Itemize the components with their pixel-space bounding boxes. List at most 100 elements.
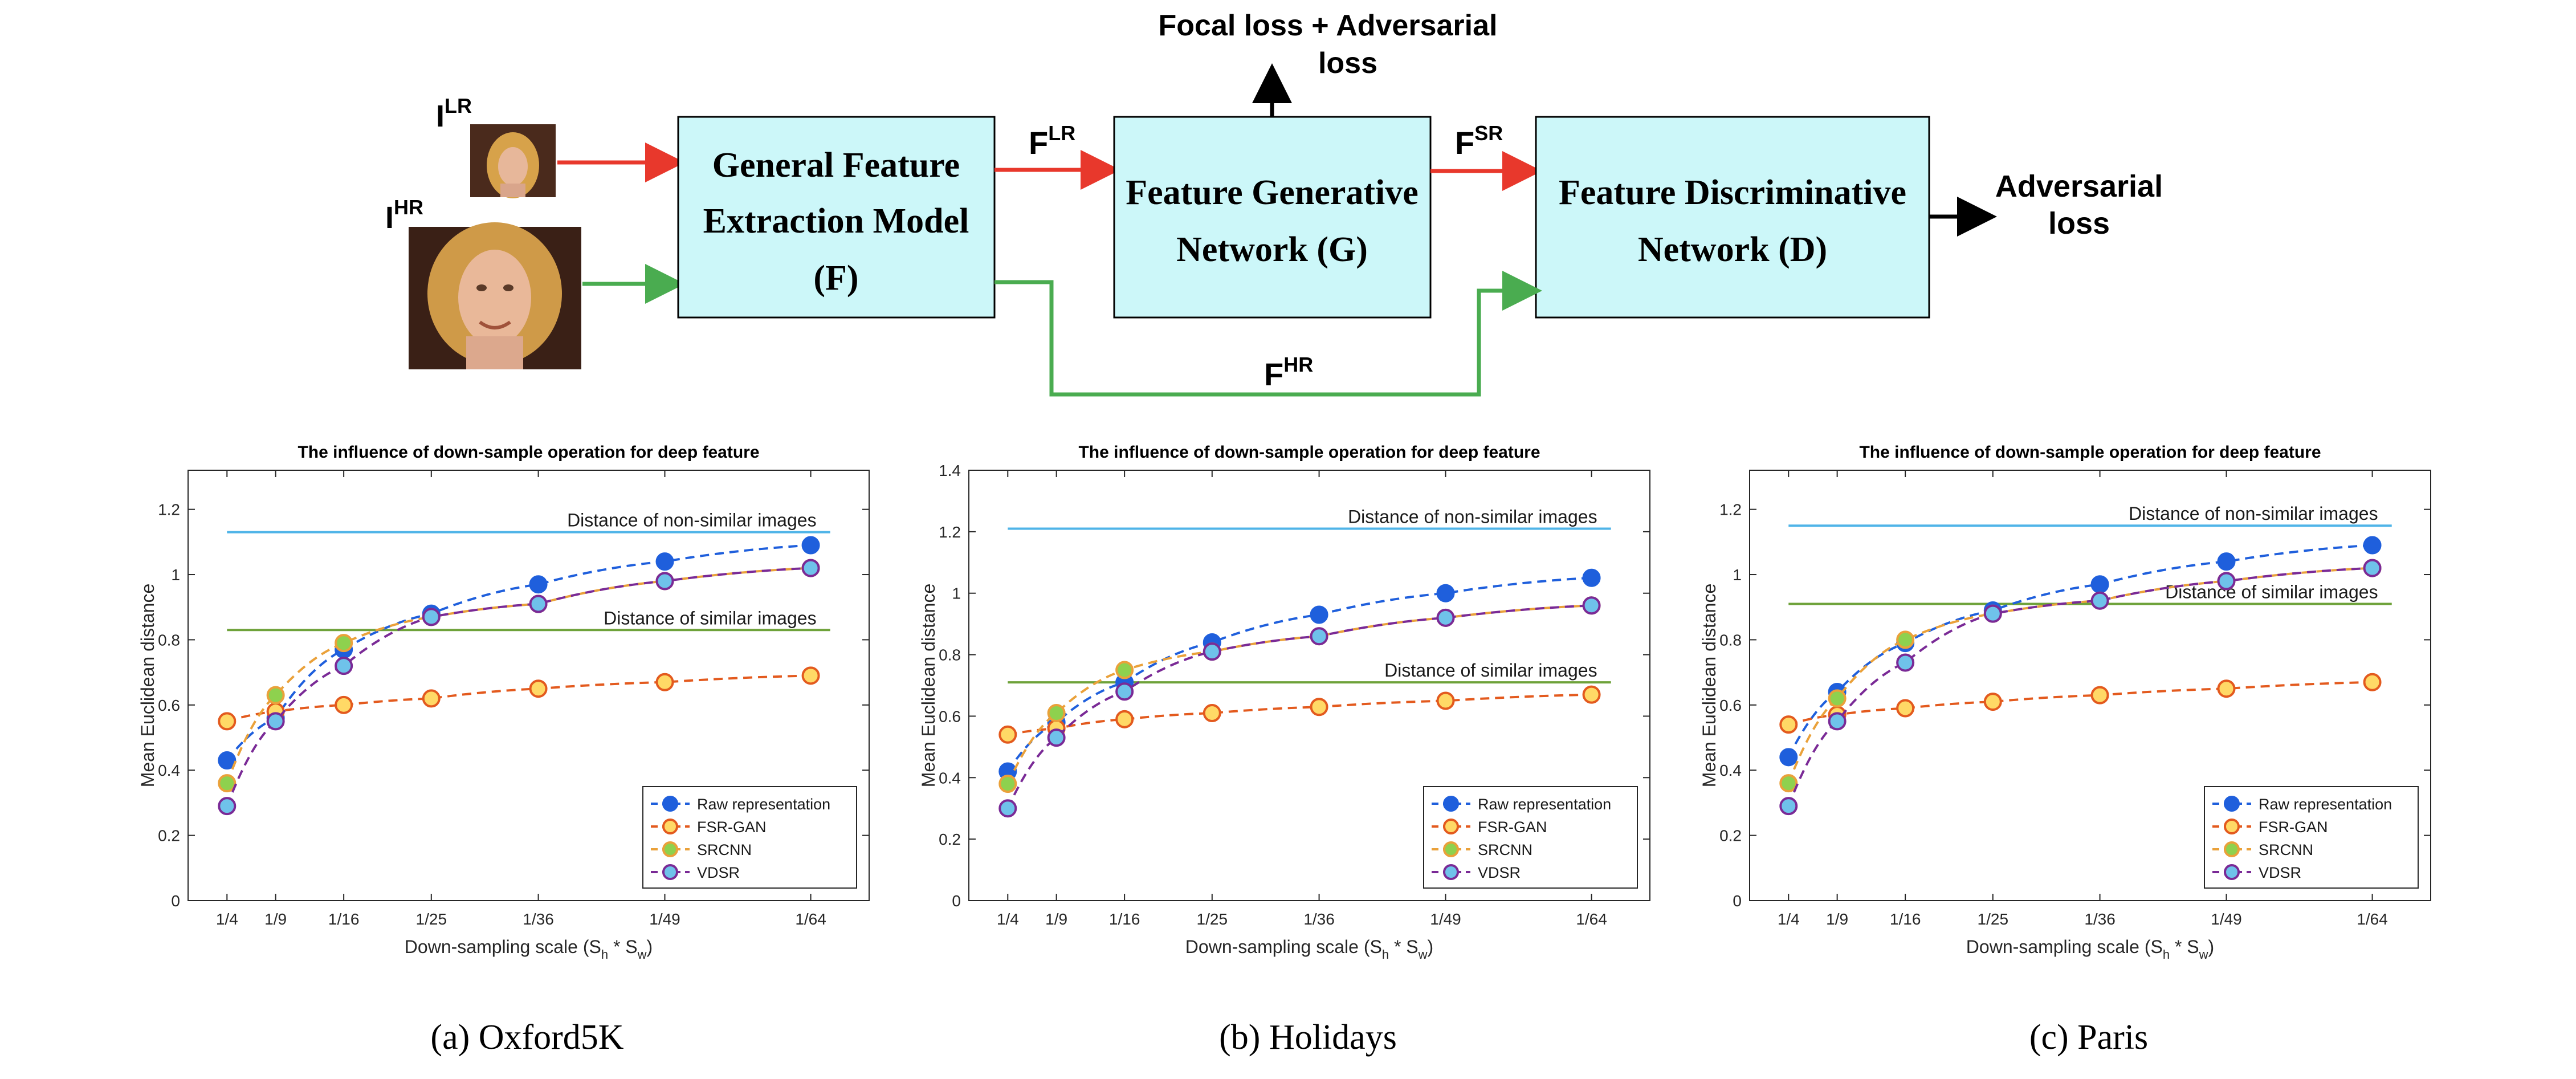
- x-tick-label: 1/16: [328, 910, 360, 928]
- y-tick-label: 0.2: [1719, 827, 1742, 845]
- y-tick-label: 0: [1733, 892, 1742, 910]
- data-point: [422, 608, 441, 626]
- input-lr-label: ILR: [436, 94, 472, 133]
- data-point: [2090, 686, 2109, 705]
- data-point: [1983, 604, 2002, 623]
- data-point: [1582, 685, 1601, 704]
- y-tick-label: 0.6: [1719, 697, 1742, 714]
- y-axis-label: Mean Euclidean distance: [137, 584, 158, 788]
- legend-swatch-marker: [1443, 796, 1459, 812]
- series-line: [1007, 693, 1592, 736]
- data-point: [1310, 605, 1328, 624]
- x-tick-label: 1/36: [1303, 910, 1335, 928]
- reference-line-label: Distance of non-similar images: [567, 510, 817, 531]
- data-point: [1779, 715, 1798, 734]
- series-line: [1787, 544, 2373, 758]
- y-axis-label: Mean Euclidean distance: [1699, 584, 1719, 788]
- block-f-line-3: (F): [813, 259, 858, 298]
- line-chart: The influence of down-sample operation f…: [137, 443, 870, 962]
- legend-entry-label: SRCNN: [697, 841, 752, 858]
- x-tick-label: 1/9: [1826, 910, 1848, 928]
- legend-entry-label: FSR-GAN: [2259, 819, 2328, 836]
- architecture-diagram: ILR IHR General Feature Extraction Model…: [0, 0, 2576, 416]
- data-point: [1582, 596, 1601, 615]
- chart-panel-oxford5k: The influence of down-sample operation f…: [128, 425, 926, 1079]
- chart-panel-paris: The influence of down-sample operation f…: [1690, 425, 2488, 1079]
- data-point: [1582, 568, 1601, 587]
- discriminative-network-block: [1535, 116, 1930, 319]
- data-point: [1828, 712, 1847, 731]
- data-point: [1310, 698, 1328, 716]
- legend-swatch-marker: [2224, 864, 2240, 880]
- feature-extraction-block: [677, 116, 996, 319]
- y-tick-label: 1: [171, 566, 180, 584]
- generative-network-block: [1113, 116, 1432, 319]
- data-point: [1115, 710, 1134, 728]
- x-tick-label: 1/16: [1890, 910, 1921, 928]
- x-tick-label: 1/4: [997, 910, 1019, 928]
- data-point: [2090, 591, 2109, 610]
- chart-panel-holidays: The influence of down-sample operation f…: [909, 425, 1707, 1079]
- x-tick-label: 1/49: [649, 910, 680, 928]
- y-tick-label: 1: [952, 585, 961, 602]
- data-point: [335, 634, 353, 653]
- series-line: [1787, 567, 2373, 807]
- subfigure-caption: (a) Oxford5K: [430, 1018, 624, 1057]
- data-point: [801, 536, 820, 555]
- data-point: [266, 712, 285, 731]
- x-tick-label: 1/36: [523, 910, 554, 928]
- y-tick-label: 1: [1733, 566, 1742, 584]
- x-axis-label: Down-sampling scale (Sh * Sw): [405, 937, 653, 962]
- data-point: [218, 712, 237, 731]
- series-line: [1788, 681, 2373, 726]
- data-point: [218, 797, 237, 816]
- x-axis-label: Down-sampling scale (Sh * Sw): [1185, 937, 1433, 962]
- plot-frame: [188, 470, 870, 901]
- input-hr-label: IHR: [385, 196, 423, 235]
- x-tick-label: 1/25: [416, 910, 447, 928]
- legend-swatch-marker: [662, 841, 678, 857]
- y-tick-label: 0.6: [158, 697, 180, 714]
- x-tick-label: 1/4: [1778, 910, 1800, 928]
- legend-entry-label: VDSR: [2259, 864, 2301, 881]
- data-point: [1436, 584, 1455, 602]
- data-point: [998, 775, 1017, 793]
- x-tick-label: 1/49: [2211, 910, 2242, 928]
- data-point: [2090, 575, 2109, 594]
- block-d-line-2: Network (D): [1638, 230, 1827, 269]
- legend-entry-label: SRCNN: [2259, 841, 2313, 858]
- reference-line-label: Distance of non-similar images: [2129, 503, 2378, 524]
- series-line: [1787, 567, 2373, 784]
- reference-line-label: Distance of non-similar images: [1348, 506, 1597, 527]
- x-tick-label: 1/64: [1576, 910, 1607, 928]
- data-point: [1115, 682, 1134, 701]
- data-point: [1047, 704, 1066, 723]
- legend-swatch-marker: [662, 864, 678, 880]
- data-point: [801, 666, 820, 685]
- chart-title: The influence of down-sample operation f…: [1078, 443, 1540, 462]
- y-tick-label: 1.4: [939, 462, 961, 479]
- data-point: [655, 673, 674, 691]
- data-point: [335, 695, 353, 714]
- data-point: [218, 774, 237, 793]
- block-g-line-2: Network (G): [1176, 230, 1368, 269]
- legend-swatch-marker: [1443, 864, 1459, 880]
- x-tick-label: 1/25: [1197, 910, 1228, 928]
- legend-swatch-marker: [2224, 841, 2240, 857]
- y-tick-label: 0.4: [939, 769, 961, 787]
- data-point: [2363, 559, 2382, 577]
- block-f-line-1: General Feature: [712, 146, 960, 185]
- subfigure-caption: (b) Holidays: [1219, 1018, 1397, 1057]
- data-point: [218, 751, 237, 770]
- block-d-line-1: Feature Discriminative: [1559, 173, 1906, 212]
- data-point: [1983, 693, 2002, 711]
- data-point: [1779, 797, 1798, 816]
- data-point: [1436, 691, 1455, 710]
- g-loss-line-2: loss: [1318, 47, 1377, 80]
- y-tick-label: 0.2: [158, 827, 180, 845]
- x-tick-label: 1/64: [2357, 910, 2388, 928]
- series-line: [1006, 604, 1592, 784]
- series-line: [226, 544, 811, 762]
- reference-line-label: Distance of similar images: [2165, 582, 2378, 602]
- f-sr-label: FSR: [1455, 121, 1503, 161]
